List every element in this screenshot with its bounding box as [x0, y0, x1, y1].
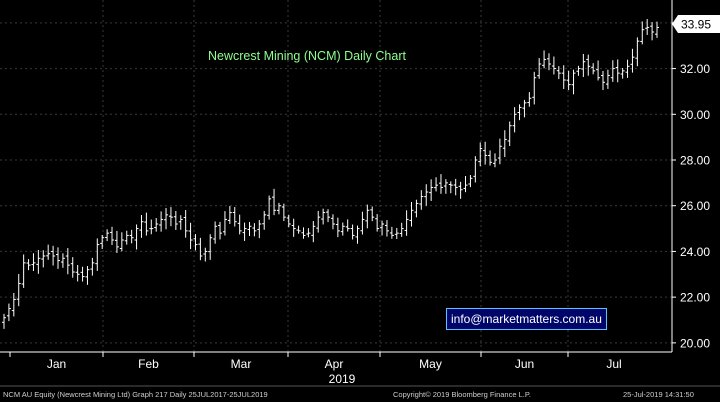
- y-tick-label: 24.00: [680, 245, 710, 259]
- y-tick-label: 30.00: [680, 108, 710, 122]
- x-tick-label: Jul: [606, 357, 621, 371]
- footer-timestamp: 25-Jul-2019 14:31:50: [623, 390, 694, 399]
- contact-email-text: info@marketmatters.com.au: [451, 312, 602, 326]
- x-tick-label: Apr: [325, 357, 344, 371]
- y-tick-label: 26.00: [680, 199, 710, 213]
- y-tick-label: 32.00: [680, 62, 710, 76]
- x-tick-label: Mar: [231, 357, 252, 371]
- x-tick-label: Jun: [515, 357, 534, 371]
- x-tick-label: May: [419, 357, 442, 371]
- last-price-label: 33.95: [681, 18, 711, 32]
- last-price-badge: [672, 15, 720, 33]
- chart-title: Newcrest Mining (NCM) Daily Chart: [208, 49, 406, 63]
- footer-bar: NCM AU Equity (Newcrest Mining Ltd) Grap…: [0, 388, 720, 402]
- y-tick-label: 28.00: [680, 154, 710, 168]
- contact-email-box: info@marketmatters.com.au: [446, 308, 607, 330]
- x-tick-label: Jan: [47, 357, 66, 371]
- footer-security-info: NCM AU Equity (Newcrest Mining Ltd) Grap…: [3, 390, 268, 399]
- footer-copyright: Copyright© 2019 Bloomberg Finance L.P.: [393, 390, 531, 399]
- year-label: 2019: [329, 372, 356, 386]
- x-tick-label: Feb: [138, 357, 159, 371]
- y-tick-label: 22.00: [680, 291, 710, 305]
- y-tick-label: 20.00: [680, 336, 710, 350]
